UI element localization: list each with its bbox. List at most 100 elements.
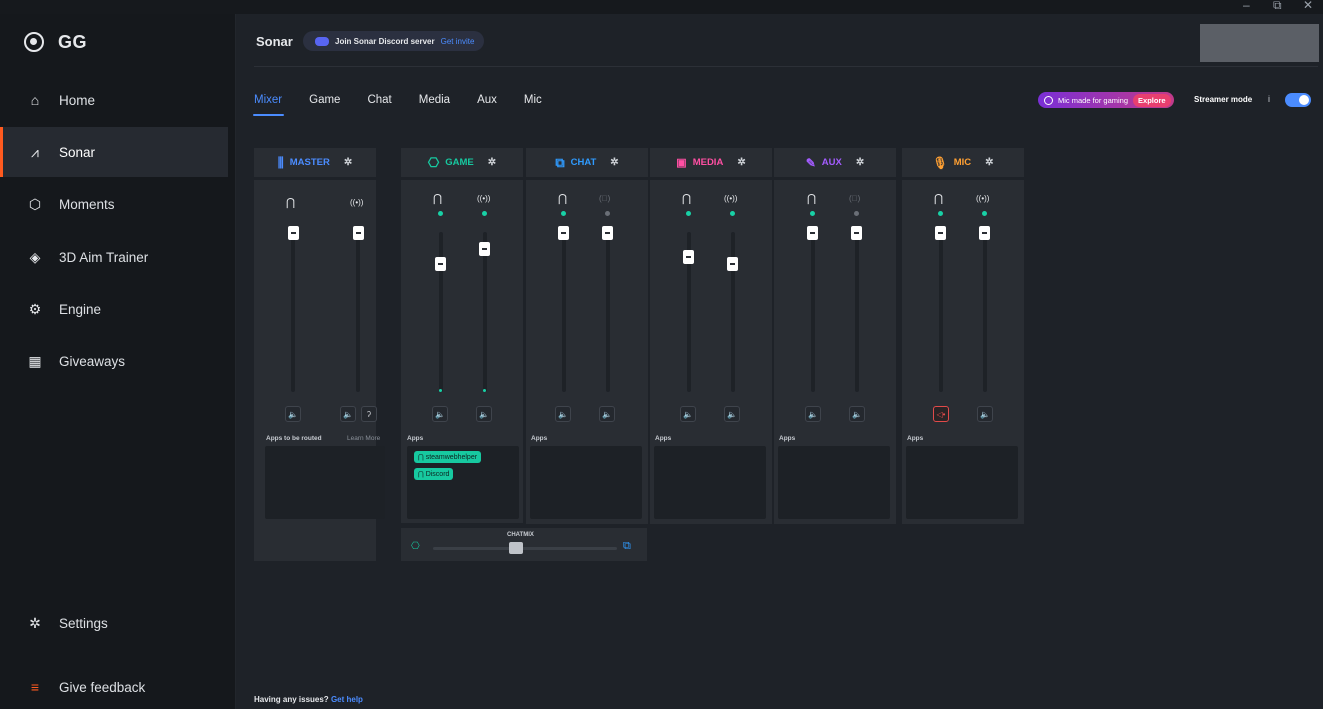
chatmix-slider-knob[interactable]	[509, 542, 523, 554]
explore-button[interactable]: Explore	[1133, 93, 1171, 107]
mute-button-personal[interactable]: 🔈	[285, 406, 301, 422]
volume-track-personal[interactable]	[439, 232, 443, 392]
info-icon[interactable]: i	[1268, 94, 1270, 104]
sidebar-item-engine[interactable]: ⚙ Engine	[0, 284, 228, 334]
volume-knob-stream[interactable]	[479, 242, 490, 256]
minimize-icon[interactable]: –	[1243, 0, 1250, 12]
sidebar-item-moments[interactable]: ⬡ Moments	[0, 179, 228, 229]
volume-track-personal[interactable]	[291, 232, 295, 392]
mute-button-personal[interactable]: 🔈	[432, 406, 448, 422]
chatmix-slider-track[interactable]	[433, 547, 617, 550]
mic-monitor-button[interactable]: ◁•	[933, 406, 949, 422]
volume-knob-personal[interactable]	[558, 226, 569, 240]
tab-mixer[interactable]: Mixer	[252, 94, 285, 116]
sidebar-item-giveaways[interactable]: ▦ Giveaways	[0, 336, 228, 386]
mic-promo-banner[interactable]: Mic made for gaming Explore	[1038, 92, 1174, 108]
volume-knob-personal[interactable]	[807, 226, 818, 240]
tab-chat[interactable]: Chat	[367, 94, 392, 106]
volume-track-stream[interactable]	[356, 232, 360, 392]
streamer-mode-toggle[interactable]	[1285, 93, 1311, 107]
window-titlebar: – ⧉ ✕	[0, 0, 1323, 14]
mute-button-personal[interactable]: 🔈	[805, 406, 821, 422]
apps-drop-zone[interactable]: ⋂ steamwebhelper ⋂ Discord	[407, 446, 519, 519]
volume-knob-personal[interactable]	[435, 257, 446, 271]
channel-header: ⧉ CHAT ✲	[526, 148, 648, 177]
aim-trainer-icon: ◈	[29, 248, 41, 265]
brand-logo[interactable]: GG	[24, 28, 87, 56]
mute-button-stream[interactable]: 🔈	[977, 406, 993, 422]
mute-button-personal[interactable]: 🔈	[680, 406, 696, 422]
get-help-link[interactable]: Get help	[330, 695, 363, 704]
volume-knob-personal[interactable]	[935, 226, 946, 240]
channel-settings-gear-icon[interactable]: ✲	[985, 157, 994, 168]
sidebar-item-home[interactable]: ⌂ Home	[0, 75, 228, 125]
volume-track-stream[interactable]	[483, 232, 487, 392]
channel-settings-gear-icon[interactable]: ✲	[343, 157, 353, 168]
discord-icon	[315, 36, 329, 46]
channel-settings-gear-icon[interactable]: ✲	[487, 157, 497, 168]
header-divider	[254, 66, 1318, 67]
volume-track-stream[interactable]	[983, 232, 987, 392]
chatmix-panel: CHATMIX ⎔ ⧉	[401, 528, 647, 561]
channel-title: AUX	[821, 157, 842, 168]
tab-media[interactable]: Media	[418, 94, 451, 106]
volume-track-stream[interactable]	[606, 232, 610, 392]
channel-body: ⋂ ((•)) 🔈 🔈 Apps ⋂ steamwebhelper ⋂ Disc…	[401, 180, 523, 523]
channel-title: CHAT	[570, 157, 597, 168]
volume-knob-stream[interactable]	[979, 226, 990, 240]
tab-game[interactable]: Game	[309, 94, 341, 106]
status-dot	[482, 211, 487, 216]
volume-track-stream[interactable]	[731, 232, 735, 392]
channel-settings-gear-icon[interactable]: ✲	[737, 157, 746, 168]
volume-knob-personal[interactable]	[683, 250, 694, 264]
status-dot	[686, 211, 691, 216]
volume-track-stream[interactable]	[855, 232, 859, 392]
volume-knob-personal[interactable]	[288, 226, 299, 240]
discord-text: Join Sonar Discord server	[335, 36, 435, 46]
brand-name: GG	[58, 31, 88, 52]
apps-drop-zone[interactable]	[654, 446, 766, 519]
tab-aux[interactable]: Aux	[477, 94, 497, 106]
close-icon[interactable]: ✕	[1303, 0, 1314, 12]
app-chip-discord[interactable]: ⋂ Discord	[414, 468, 454, 480]
volume-knob-stream[interactable]	[353, 226, 364, 240]
sidebar-item-sonar[interactable]: ⩘ Sonar	[0, 127, 228, 177]
mute-button-stream[interactable]: 🔈	[849, 406, 865, 422]
mute-button-stream[interactable]: 🔈	[724, 406, 740, 422]
apps-label: Apps	[779, 435, 796, 442]
mute-button-stream[interactable]: 🔈	[599, 406, 615, 422]
apps-drop-zone[interactable]	[906, 446, 1018, 519]
learn-more-link[interactable]: Learn More	[347, 435, 381, 442]
sidebar-item-settings[interactable]: ✲ Settings	[0, 598, 228, 648]
apps-drop-zone[interactable]	[778, 446, 890, 519]
status-dot	[810, 211, 815, 216]
volume-knob-stream[interactable]	[602, 226, 613, 240]
sidebar-item-3d-aim-trainer[interactable]: ◈ 3D Aim Trainer	[0, 232, 228, 282]
sidebar-item-give-feedback[interactable]: ≡ Give feedback	[0, 662, 228, 709]
mute-button-stream[interactable]: 🔈	[476, 406, 492, 422]
restore-icon[interactable]: ⧉	[1273, 0, 1282, 12]
apps-label: Apps	[531, 435, 548, 442]
volume-track-personal[interactable]	[687, 232, 691, 392]
monitor-ear-button[interactable]: ʔ	[361, 406, 377, 422]
get-invite-link[interactable]: Get invite	[440, 36, 475, 46]
mute-button-personal[interactable]: 🔈	[555, 406, 571, 422]
apps-drop-zone[interactable]	[530, 446, 642, 519]
sidebar-item-label: Moments	[59, 196, 115, 212]
chatmix-label: CHATMIX	[507, 532, 534, 538]
volume-knob-stream[interactable]	[851, 226, 862, 240]
volume-knob-stream[interactable]	[727, 257, 738, 271]
mute-button-stream[interactable]: 🔈	[340, 406, 356, 422]
app-chip-steamwebhelper[interactable]: ⋂ steamwebhelper	[414, 451, 482, 463]
tab-mic[interactable]: Mic	[523, 94, 542, 106]
channel-settings-gear-icon[interactable]: ✲	[855, 157, 865, 168]
headphones-icon: ⋂	[807, 193, 817, 205]
channel-header: ✎ AUX ✲	[774, 148, 896, 177]
channel-settings-gear-icon[interactable]: ✲	[610, 157, 619, 168]
volume-track-personal[interactable]	[811, 232, 815, 392]
channel-body: ⋂ ((•)) 🔈 🔈 ʔ Apps to be routed Learn Mo…	[254, 180, 385, 561]
volume-track-personal[interactable]	[562, 232, 566, 392]
apps-drop-zone[interactable]	[265, 446, 385, 519]
volume-track-personal[interactable]	[939, 232, 943, 392]
discord-invite-banner[interactable]: Join Sonar Discord server Get invite	[303, 31, 485, 51]
